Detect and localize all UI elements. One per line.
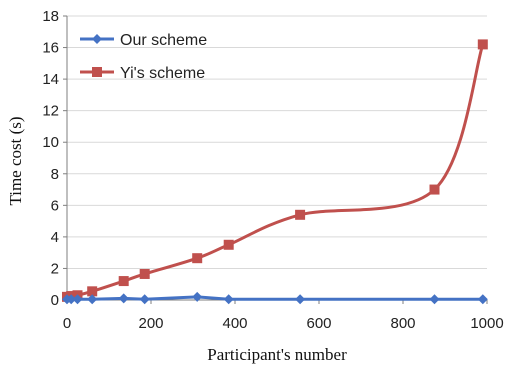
data-point xyxy=(192,291,203,302)
x-tick-labels: 0 200 400 600 800 1000 xyxy=(63,315,504,332)
axes xyxy=(63,15,488,304)
legend: Our scheme Yi's scheme xyxy=(80,32,207,82)
data-point xyxy=(429,294,440,305)
x-tick-label: 400 xyxy=(222,315,247,332)
grid-lines xyxy=(67,15,487,269)
legend-label: Yi's scheme xyxy=(120,65,205,82)
x-tick-label: 600 xyxy=(306,315,331,332)
y-tick-label: 18 xyxy=(42,8,59,25)
y-tick-label: 10 xyxy=(42,134,59,151)
series-line xyxy=(67,295,483,301)
data-point xyxy=(295,294,306,305)
y-tick-labels: 0 2 4 6 8 10 12 14 16 18 xyxy=(42,8,59,309)
data-point xyxy=(118,276,129,287)
data-point xyxy=(223,239,234,250)
data-point xyxy=(118,293,129,304)
data-point xyxy=(87,286,98,297)
legend-label: Our scheme xyxy=(120,32,207,49)
legend-swatch-marker xyxy=(92,34,102,44)
x-axis-title: Participant's number xyxy=(207,345,347,364)
data-point xyxy=(139,294,150,305)
y-tick-label: 8 xyxy=(51,166,59,183)
y-tick-label: 12 xyxy=(42,103,59,120)
data-point xyxy=(66,294,77,305)
data-series xyxy=(62,39,488,305)
x-tick-label: 0 xyxy=(63,315,71,332)
y-tick-label: 2 xyxy=(51,260,59,277)
data-point xyxy=(223,294,234,305)
legend-item-yi-s-scheme: Yi's scheme xyxy=(80,65,205,82)
legend-swatch-marker xyxy=(92,67,102,77)
data-point xyxy=(477,39,488,50)
series-line xyxy=(66,43,485,299)
y-tick-label: 16 xyxy=(42,40,59,57)
x-tick-label: 800 xyxy=(390,315,415,332)
y-axis-title: Time cost (s) xyxy=(6,116,25,205)
data-point xyxy=(429,184,440,195)
x-tick-label: 200 xyxy=(138,315,163,332)
series-our-scheme xyxy=(62,291,488,305)
data-point xyxy=(192,253,203,264)
data-point xyxy=(477,294,488,305)
y-tick-label: 0 xyxy=(51,292,59,309)
y-tick-label: 14 xyxy=(42,71,59,88)
y-tick-label: 4 xyxy=(51,229,59,246)
data-point xyxy=(295,209,306,220)
data-point xyxy=(139,268,150,279)
data-point xyxy=(72,294,83,305)
y-tick-label: 6 xyxy=(51,197,59,214)
x-tick-label: 1000 xyxy=(470,315,503,332)
data-point xyxy=(87,294,98,305)
legend-item-our-scheme: Our scheme xyxy=(80,32,207,49)
